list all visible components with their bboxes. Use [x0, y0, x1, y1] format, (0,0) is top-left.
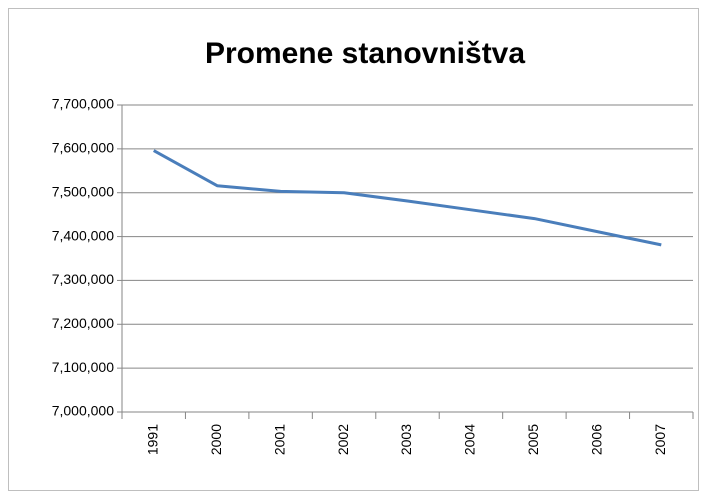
x-tick-label: 2001 — [271, 424, 287, 455]
x-tick-label: 2000 — [208, 424, 224, 455]
chart-border — [8, 8, 699, 491]
x-tick-label: 2005 — [525, 424, 541, 455]
y-tick-label: 7,300,000 — [52, 271, 114, 287]
y-tick-label: 7,600,000 — [52, 140, 114, 156]
y-tick-label: 7,400,000 — [52, 227, 114, 243]
x-tick-label: 2004 — [462, 424, 478, 455]
y-tick-label: 7,100,000 — [52, 359, 114, 375]
y-tick-label: 7,700,000 — [52, 96, 114, 112]
x-tick-label: 2003 — [398, 424, 414, 455]
y-tick-label: 7,200,000 — [52, 315, 114, 331]
x-tick-label: 2007 — [652, 424, 668, 455]
x-tick-label: 2002 — [335, 424, 351, 455]
chart-title: Promene stanovništva — [205, 37, 525, 70]
x-tick-label: 2006 — [589, 424, 605, 455]
data-line — [152, 149, 662, 247]
y-tick-label: 7,500,000 — [52, 183, 114, 199]
y-tick-label: 7,000,000 — [52, 403, 114, 419]
x-tick-label: 1991 — [144, 424, 160, 455]
